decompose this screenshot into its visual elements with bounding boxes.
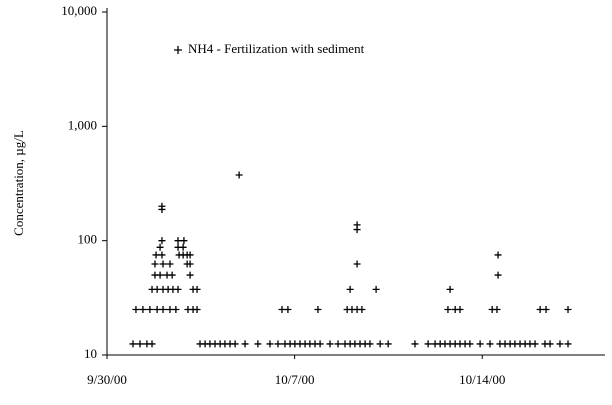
point [186,271,194,279]
point [158,237,166,245]
point [168,271,176,279]
legend-label: NH4 - Fertilization with sediment [188,41,365,56]
point [159,306,167,314]
point [266,340,274,348]
point [136,340,144,348]
y-tick-label: 100 [78,232,98,247]
point [314,306,322,314]
point [284,306,292,314]
point [446,285,454,293]
point [494,251,502,259]
point [366,340,374,348]
point [546,340,554,348]
point [358,306,366,314]
point [556,340,564,348]
point [139,306,147,314]
point [466,340,474,348]
point [241,340,249,348]
point [146,306,154,314]
point [231,340,239,348]
point [166,260,174,268]
point [278,306,286,314]
point [316,340,324,348]
point [444,306,452,314]
y-tick-label: 10,000 [61,3,97,18]
point [353,221,361,229]
point [186,251,194,259]
point [376,340,384,348]
point [193,285,201,293]
legend-marker [174,46,182,54]
point [156,271,164,279]
point [159,260,167,268]
point [174,237,182,245]
point [158,251,166,259]
point [156,243,164,251]
point [372,285,380,293]
point [411,340,419,348]
point [132,306,140,314]
point [180,237,188,245]
point [486,340,494,348]
point [536,306,544,314]
point [235,171,243,179]
point [274,340,282,348]
point [166,306,174,314]
point [129,340,137,348]
point [193,306,201,314]
point [334,340,342,348]
point [254,340,262,348]
point [424,340,432,348]
point [493,306,501,314]
point [151,260,159,268]
point [148,340,156,348]
point [152,251,160,259]
point [158,202,166,210]
point [476,340,484,348]
point [326,340,334,348]
point [172,306,180,314]
point [531,340,539,348]
y-tick-label: 1,000 [68,117,97,132]
point [153,306,161,314]
x-tick-label: 10/7/00 [275,372,315,387]
point [174,285,182,293]
point [346,285,354,293]
point [456,306,464,314]
point [542,306,550,314]
y-tick-label: 10 [84,346,97,361]
point [153,285,161,293]
point [384,340,392,348]
point [564,340,572,348]
point [186,260,194,268]
point [179,243,187,251]
point [494,271,502,279]
x-tick-label: 10/14/00 [459,372,505,387]
point [353,260,361,268]
x-tick-label: 9/30/00 [87,372,127,387]
point [564,306,572,314]
y-axis-label: Concentration, µg/L [11,130,26,236]
